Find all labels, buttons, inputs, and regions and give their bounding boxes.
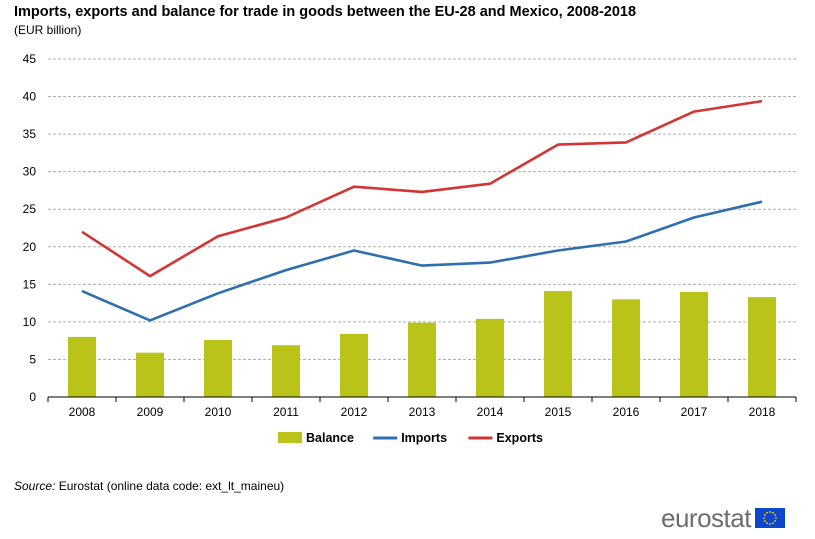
- balance-bars: [68, 291, 776, 397]
- bar-balance: [68, 336, 96, 397]
- bar-balance: [680, 291, 708, 397]
- line-exports: [81, 99, 763, 278]
- chart-subtitle: (EUR billion): [14, 23, 82, 37]
- logo-text: eurostat: [661, 503, 751, 533]
- flag-star: [774, 514, 777, 516]
- source-note: Source: Eurostat (online data code: ext_…: [14, 479, 284, 493]
- legend-label-imports: Imports: [401, 431, 447, 445]
- chart-title: Imports, exports and balance for trade i…: [14, 4, 637, 20]
- source-label: Source:: [14, 479, 56, 493]
- flag-star: [763, 517, 765, 519]
- x-tick-label: 2010: [205, 405, 232, 419]
- flag-star: [763, 520, 766, 522]
- legend: Balance Imports Exports: [278, 431, 543, 445]
- x-tick-label: 2015: [545, 405, 572, 419]
- eurostat-logo: eurostat: [661, 505, 785, 531]
- x-tick-label: 2017: [681, 405, 708, 419]
- flag-star: [772, 522, 774, 525]
- y-tick-label: 30: [23, 165, 37, 179]
- x-tick-label: 2011: [273, 405, 299, 419]
- flag-star: [772, 511, 774, 514]
- x-axis: 2008 2009 2010 2011 2012 2013 2014 2015 2016 2017…: [47, 396, 797, 419]
- bar-balance: [340, 333, 368, 397]
- x-tick-label: 2013: [409, 405, 436, 419]
- flag-star: [769, 523, 771, 525]
- flag-star: [775, 517, 777, 519]
- bar-balance: [544, 291, 572, 397]
- flag-star: [766, 511, 768, 514]
- y-tick-label: 25: [23, 202, 37, 216]
- bar-balance: [136, 352, 164, 397]
- bar-balance: [272, 345, 300, 397]
- bar-balance: [612, 299, 640, 397]
- y-axis: 0 5 10 15 20 25 30 35 40 45: [23, 52, 37, 404]
- x-tick-label: 2018: [749, 405, 776, 419]
- x-tick-label: 2012: [341, 405, 368, 419]
- x-tick-label: 2009: [137, 405, 164, 419]
- bar-balance: [204, 339, 232, 397]
- line-imports: [81, 200, 763, 322]
- y-tick-label: 35: [23, 127, 37, 141]
- y-tick-label: 15: [23, 277, 37, 291]
- source-text: Eurostat (online data code: ext_lt_maine…: [55, 479, 285, 493]
- series-lines: [81, 99, 763, 322]
- flag-star: [763, 514, 766, 516]
- bar-balance: [408, 322, 436, 397]
- legend-label-exports: Exports: [496, 431, 543, 445]
- y-tick-label: 5: [29, 352, 36, 366]
- legend-label-balance: Balance: [306, 431, 354, 445]
- bar-balance: [748, 297, 776, 397]
- y-tick-label: 10: [23, 315, 37, 329]
- y-tick-label: 0: [29, 390, 36, 404]
- legend-swatch-balance: [278, 432, 302, 443]
- y-tick-label: 45: [23, 52, 37, 66]
- flag-star: [774, 520, 777, 522]
- x-tick-label: 2008: [69, 405, 96, 419]
- eu-flag-icon: [754, 508, 785, 528]
- bar-balance: [476, 318, 504, 397]
- flag-star: [766, 522, 768, 525]
- flag-star: [769, 511, 771, 513]
- y-tick-label: 20: [23, 240, 37, 254]
- y-tick-label: 40: [23, 90, 37, 104]
- x-tick-label: 2014: [477, 405, 504, 419]
- x-tick-label: 2016: [613, 405, 640, 419]
